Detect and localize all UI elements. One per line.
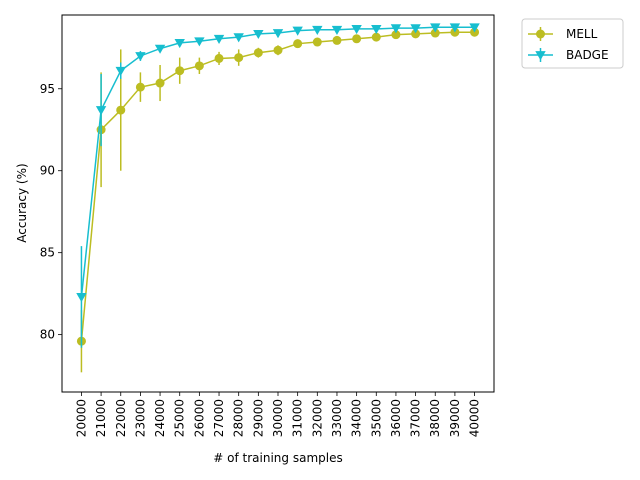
mell-point bbox=[371, 32, 381, 42]
badge-point bbox=[115, 66, 126, 76]
mell-point bbox=[391, 30, 401, 40]
badge-point bbox=[371, 25, 382, 35]
x-tick-label: 31000 bbox=[291, 399, 305, 437]
badge-point bbox=[312, 25, 323, 35]
legend-entry-badge: BADGE bbox=[528, 48, 609, 62]
badge-legend-label: BADGE bbox=[566, 48, 609, 62]
x-tick-label: 34000 bbox=[350, 399, 364, 437]
y-axis-label: Accuracy (%) bbox=[15, 163, 29, 242]
badge-point bbox=[390, 24, 402, 34]
badge-point bbox=[253, 29, 264, 40]
y-tick-label: 80 bbox=[40, 328, 55, 342]
mell-point bbox=[312, 37, 322, 47]
mell-point bbox=[273, 45, 283, 55]
badge-legend-marker bbox=[535, 51, 546, 61]
badge-point bbox=[430, 23, 441, 33]
badge-point bbox=[213, 34, 225, 44]
badge-point bbox=[469, 23, 480, 33]
x-tick-label: 38000 bbox=[428, 399, 442, 437]
badge-point bbox=[351, 25, 362, 35]
badge-point bbox=[135, 52, 146, 62]
badge-point bbox=[331, 25, 343, 35]
x-tick-label: 29000 bbox=[251, 399, 265, 437]
x-tick-label: 21000 bbox=[94, 399, 108, 437]
badge-point bbox=[76, 293, 87, 303]
x-tick-label: 25000 bbox=[173, 399, 187, 437]
y-tick-label: 95 bbox=[40, 82, 55, 96]
mell-point bbox=[214, 53, 224, 63]
mell-point bbox=[293, 39, 303, 49]
x-tick-label: 37000 bbox=[409, 399, 423, 437]
x-tick-label: 30000 bbox=[271, 399, 285, 437]
plot-area bbox=[76, 23, 480, 373]
y-tick-label: 85 bbox=[40, 246, 55, 260]
mell-point bbox=[194, 61, 204, 71]
y-tick-label: 90 bbox=[40, 164, 55, 178]
badge-point bbox=[174, 38, 185, 49]
badge-point bbox=[292, 26, 303, 36]
x-axis-label: # of training samples bbox=[213, 451, 342, 465]
mell-point bbox=[430, 28, 440, 38]
x-tick-label: 20000 bbox=[74, 399, 88, 437]
mell-point bbox=[175, 66, 185, 76]
mell-point bbox=[332, 35, 342, 45]
legend-entry-mell: MELL bbox=[528, 27, 598, 41]
x-tick-label: 22000 bbox=[114, 399, 128, 437]
x-tick-label: 32000 bbox=[310, 399, 324, 437]
axes: 20000 21000 22000 23000 24000 25000 26000 27000… bbox=[40, 82, 482, 437]
mell-legend-label: MELL bbox=[566, 27, 598, 41]
mell-legend-marker bbox=[536, 29, 545, 39]
x-tick-label: 39000 bbox=[448, 399, 462, 437]
series-badge bbox=[76, 23, 480, 348]
legend: MELL BADGE bbox=[521, 18, 624, 69]
mell-point bbox=[253, 48, 263, 58]
x-tick-label: 36000 bbox=[389, 399, 403, 437]
badge-point bbox=[95, 106, 107, 116]
mell-point bbox=[411, 29, 421, 39]
x-tick-label: 26000 bbox=[192, 399, 206, 437]
mell-point bbox=[116, 105, 126, 115]
x-tick-label: 33000 bbox=[330, 399, 344, 437]
badge-point bbox=[194, 37, 205, 47]
mell-point bbox=[352, 34, 362, 44]
mell-point bbox=[234, 53, 244, 63]
x-tick-label: 35000 bbox=[369, 399, 383, 437]
mell-point bbox=[155, 78, 165, 88]
mell-point bbox=[135, 82, 145, 92]
x-tick-label: 23000 bbox=[133, 399, 147, 437]
badge-point bbox=[449, 23, 461, 33]
badge-point bbox=[410, 24, 421, 34]
badge-point bbox=[154, 44, 166, 54]
badge-point bbox=[272, 29, 284, 39]
x-tick-label: 28000 bbox=[232, 399, 246, 437]
x-tick-label: 40000 bbox=[468, 399, 482, 437]
x-tick-label: 27000 bbox=[212, 399, 226, 437]
badge-point bbox=[233, 33, 244, 43]
x-tick-label: 24000 bbox=[153, 399, 167, 437]
